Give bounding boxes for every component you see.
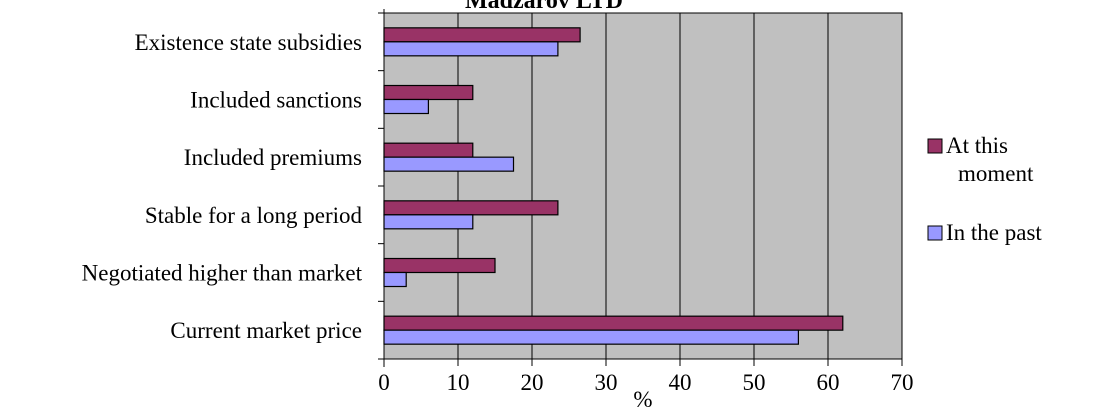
- legend-swatch-0: [927, 138, 943, 154]
- category-label-3: Stable for a long period: [145, 203, 363, 228]
- bar-in-the-past-2: [383, 156, 515, 172]
- bar-at-this-moment-1: [383, 84, 474, 101]
- x-tick-label-20: 20: [521, 370, 544, 395]
- bar-at-this-moment-2: [383, 142, 474, 158]
- category-label-5: Current market price: [170, 318, 362, 343]
- bar-in-the-past-0: [383, 41, 559, 57]
- axes: [378, 9, 903, 367]
- plot-area: [383, 12, 903, 360]
- bar-in-the-past-1: [383, 98, 430, 115]
- bar-at-this-moment-3: [383, 200, 559, 216]
- bar-at-this-moment-0: [383, 27, 581, 43]
- bar-in-the-past-5: [383, 329, 799, 345]
- category-label-4: Negotiated higher than market: [82, 261, 363, 286]
- x-axis-title: %: [633, 387, 652, 412]
- x-tick-label-0: 0: [378, 370, 390, 395]
- category-label-1: Included sanctions: [190, 88, 362, 113]
- bar-in-the-past-3: [383, 214, 474, 230]
- legend: At this moment In the past: [927, 133, 1042, 245]
- x-tick-labels: 0 10 20 30 40 50 60 70: [378, 370, 913, 395]
- category-label-0: Existence state subsidies: [135, 30, 362, 55]
- chart-title: Madzarov LTD: [465, 0, 623, 14]
- x-tick-label-60: 60: [817, 370, 840, 395]
- x-tick-label-40: 40: [669, 370, 692, 395]
- gridlines: [457, 13, 829, 359]
- x-tick-label-50: 50: [743, 370, 766, 395]
- category-labels: Existence state subsidies Included sancti…: [82, 30, 363, 343]
- bar-at-this-moment-4: [383, 257, 496, 274]
- legend-label-0-0: At this: [946, 133, 1008, 158]
- x-tick-label-70: 70: [891, 370, 914, 395]
- legend-label-1-0: In the past: [946, 220, 1042, 245]
- bar-in-the-past-4: [383, 271, 407, 288]
- x-tick-label-10: 10: [447, 370, 470, 395]
- bar-at-this-moment-5: [383, 315, 844, 331]
- x-tick-label-30: 30: [595, 370, 618, 395]
- legend-label-0-1: moment: [958, 161, 1034, 186]
- legend-swatch-1: [927, 225, 943, 241]
- category-label-2: Included premiums: [184, 145, 362, 170]
